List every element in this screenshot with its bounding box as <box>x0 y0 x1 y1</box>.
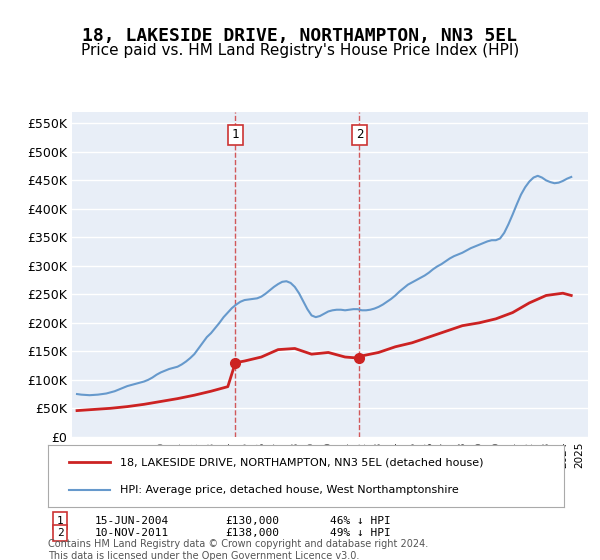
Text: HPI: Average price, detached house, West Northamptonshire: HPI: Average price, detached house, West… <box>120 484 459 494</box>
Text: 49% ↓ HPI: 49% ↓ HPI <box>329 528 391 538</box>
Text: £138,000: £138,000 <box>225 528 279 538</box>
Text: 2: 2 <box>356 128 363 141</box>
Text: 1: 1 <box>232 128 239 141</box>
Text: 10-NOV-2011: 10-NOV-2011 <box>95 528 169 538</box>
Text: 2: 2 <box>56 528 64 538</box>
Text: Contains HM Land Registry data © Crown copyright and database right 2024.
This d: Contains HM Land Registry data © Crown c… <box>48 539 428 560</box>
Text: 18, LAKESIDE DRIVE, NORTHAMPTON, NN3 5EL (detached house): 18, LAKESIDE DRIVE, NORTHAMPTON, NN3 5EL… <box>120 458 484 468</box>
Text: 46% ↓ HPI: 46% ↓ HPI <box>329 516 391 526</box>
Text: Price paid vs. HM Land Registry's House Price Index (HPI): Price paid vs. HM Land Registry's House … <box>81 43 519 58</box>
Text: 15-JUN-2004: 15-JUN-2004 <box>95 516 169 526</box>
Text: £130,000: £130,000 <box>225 516 279 526</box>
Text: 18, LAKESIDE DRIVE, NORTHAMPTON, NN3 5EL: 18, LAKESIDE DRIVE, NORTHAMPTON, NN3 5EL <box>83 27 517 45</box>
Text: 1: 1 <box>56 516 64 526</box>
